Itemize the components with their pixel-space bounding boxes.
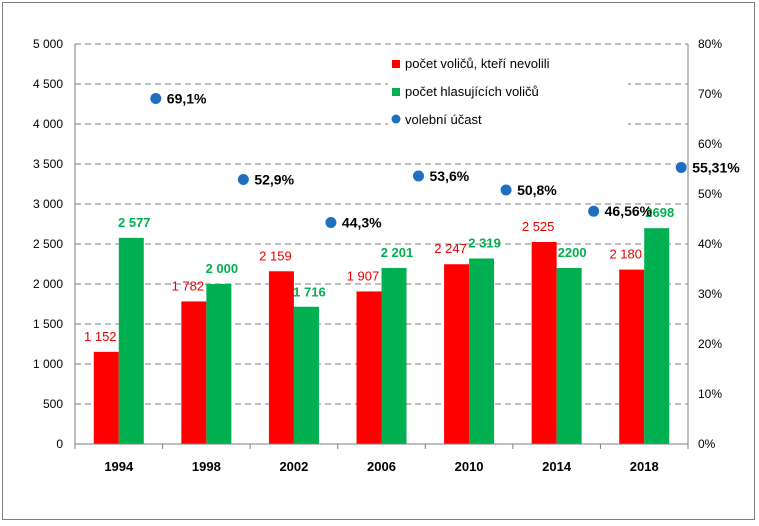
y2-tick-label: 10% (698, 387, 722, 401)
point-ucast (324, 216, 338, 229)
bar-nevolili (93, 351, 119, 444)
x-tick-label: 1994 (104, 459, 134, 474)
data-label-nevolili: 2 159 (259, 248, 292, 263)
point-ucast (149, 92, 163, 105)
data-label-ucast: 69,1% (167, 91, 207, 107)
y-tick-label: 500 (43, 397, 63, 411)
point-ucast (412, 169, 425, 183)
legend-label-ucast: volební účast (405, 112, 482, 127)
legend: počet voličů, kteří nevolili počet hlasu… (388, 48, 628, 134)
point-ucast (674, 160, 688, 174)
y-tick-label: 5 000 (33, 37, 63, 51)
y-tick-label: 1 500 (33, 317, 63, 331)
bar-hlasujici (293, 306, 319, 444)
x-tick-label: 2018 (630, 459, 659, 474)
y-tick-label: 3 500 (33, 157, 63, 171)
legend-swatch-ucast (391, 114, 401, 124)
x-tick-label: 2014 (542, 459, 572, 474)
bar-hlasujici (469, 258, 495, 444)
y2-tick-label: 40% (698, 237, 722, 251)
bar-hlasujici (206, 284, 232, 444)
x-tick-label: 2010 (455, 459, 484, 474)
legend-label-nevolili: počet voličů, kteří nevolili (405, 56, 550, 71)
data-label-hlasujici: 2 577 (118, 215, 151, 230)
point-ucast (236, 173, 250, 186)
point-ucast (499, 183, 513, 197)
bar-nevolili (268, 271, 294, 444)
data-label-ucast: 52,9% (254, 172, 294, 188)
data-label-hlasujici: 2698 (645, 205, 674, 220)
y2-tick-label: 30% (698, 287, 722, 301)
y2-tick-label: 20% (698, 337, 722, 351)
y2-tick-label: 50% (698, 187, 722, 201)
bar-nevolili (619, 269, 645, 444)
bars (93, 228, 670, 444)
axes: 0 500 1 000 1 500 2 000 2 500 3 000 3 500 4 000 4… (33, 37, 722, 474)
legend-swatch-hlasujici (392, 88, 400, 96)
y-tick-label: 2 500 (33, 237, 63, 251)
data-label-hlasujici: 1 716 (293, 285, 326, 300)
y-tick-label: 0 (56, 437, 63, 451)
y2-tick-label: 80% (698, 37, 722, 51)
y-tick-label: 4 000 (33, 117, 63, 131)
bar-nevolili (356, 291, 382, 444)
bar-hlasujici (118, 237, 144, 444)
bar-hlasujici (644, 228, 670, 444)
bar-hlasujici (556, 268, 582, 444)
data-label-ucast: 50,8% (517, 182, 557, 198)
y2-tick-label: 70% (698, 87, 722, 101)
data-label-hlasujici: 2200 (558, 245, 587, 260)
y-tick-label: 3 000 (33, 197, 63, 211)
data-label-ucast: 53,6% (430, 168, 470, 184)
data-label-ucast: 55,31% (692, 159, 740, 175)
data-label-hlasujici: 2 201 (381, 245, 414, 260)
legend-label-hlasujici: počet hlasujících voličů (405, 84, 539, 99)
data-label-hlasujici: 2 319 (468, 235, 501, 250)
data-label-nevolili: 2 247 (434, 241, 467, 256)
data-label-ucast: 46,56% (605, 203, 653, 219)
bar-hlasujici (381, 267, 407, 444)
legend-background (388, 48, 628, 134)
data-label-nevolili: 2 525 (522, 219, 555, 234)
bar-nevolili (181, 301, 207, 444)
data-label-nevolili: 1 152 (84, 329, 117, 344)
y-tick-label: 1 000 (33, 357, 63, 371)
y2-tick-label: 60% (698, 137, 722, 151)
data-label-nevolili: 2 180 (609, 247, 642, 262)
x-tick-label: 1998 (192, 459, 221, 474)
bar-nevolili (531, 242, 557, 444)
y-tick-label: 2 000 (33, 277, 63, 291)
point-ucast (587, 204, 601, 218)
data-label-nevolili: 1 782 (172, 278, 205, 293)
y-tick-label: 4 500 (33, 77, 63, 91)
y2-tick-label: 0% (698, 437, 716, 451)
x-tick-label: 2002 (279, 459, 308, 474)
x-tick-label: 2006 (367, 459, 396, 474)
data-label-hlasujici: 2 000 (206, 261, 239, 276)
data-label-nevolili: 1 907 (347, 268, 380, 283)
turnout-points: 69,1% 52,9% 44,3% 53,6% 50,8% 46,56% 55,31% (149, 91, 740, 231)
data-label-ucast: 44,3% (342, 215, 382, 231)
legend-swatch-nevolili (392, 60, 400, 68)
bar-nevolili (444, 264, 470, 444)
